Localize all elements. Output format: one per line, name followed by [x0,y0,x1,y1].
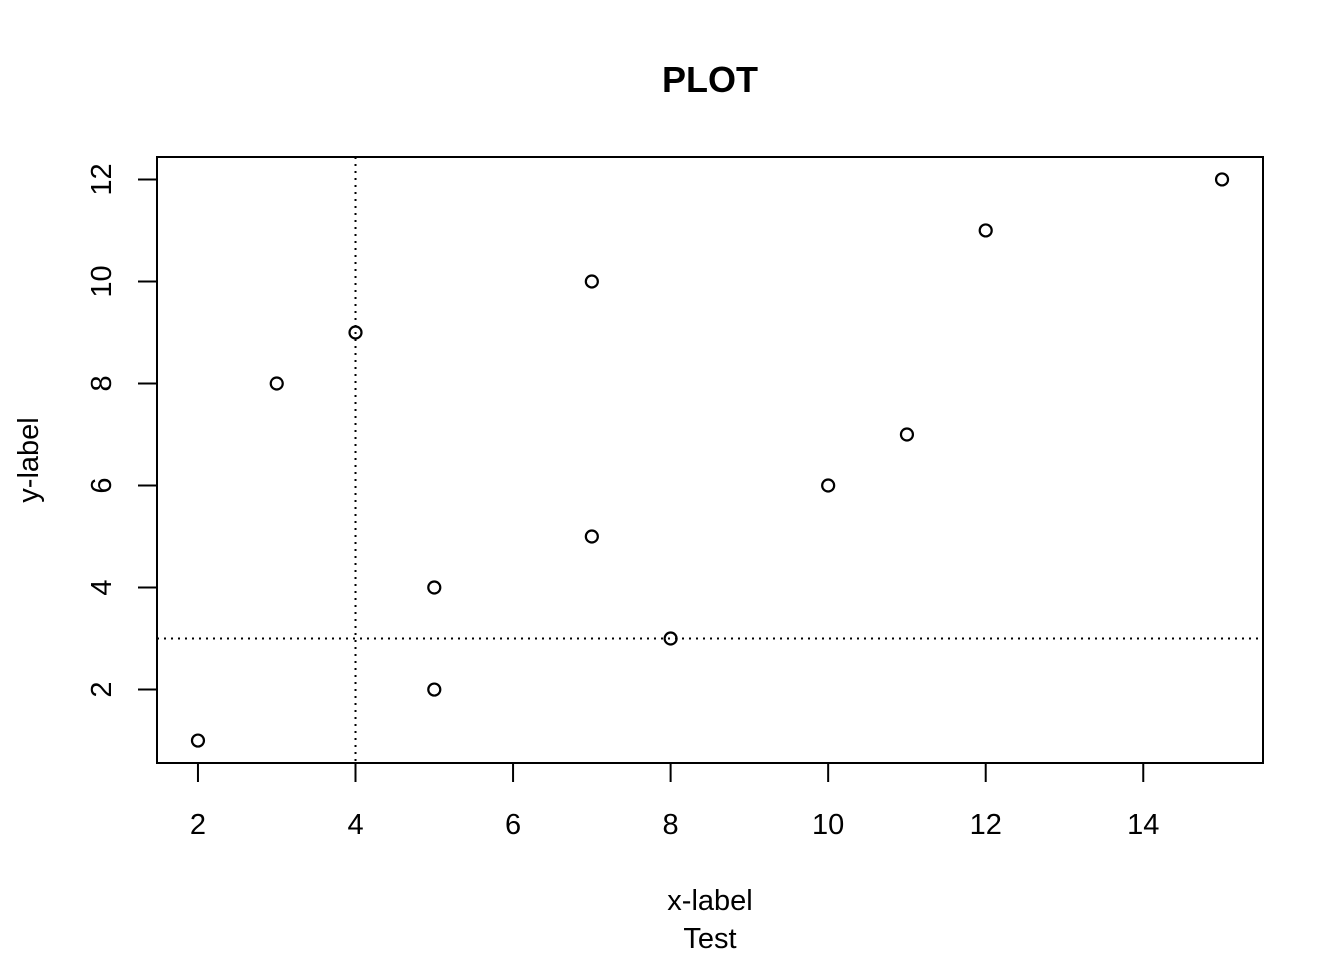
reference-lines [157,157,1263,763]
data-point [269,376,284,391]
data-point [427,580,442,595]
data-point [584,274,599,289]
data-point [899,427,915,442]
data-point [348,325,363,340]
data-point [1214,172,1230,187]
plot-frame [156,156,1264,764]
y-tick-label-5: 12 [86,163,118,195]
x-tick-label-5: 12 [970,809,1002,841]
x-tick-label-1: 4 [347,809,363,841]
data-point [427,682,442,697]
y-axis-label: y-label [13,417,45,502]
y-tick-label-2: 6 [86,477,118,493]
y-tick-label-4: 10 [86,265,118,297]
x-tick-label-3: 8 [663,809,679,841]
chart-title: PLOT [662,59,758,100]
x-tick-label-0: 2 [190,809,206,841]
x-tick-label-2: 6 [505,809,521,841]
y-tick-label-3: 8 [86,375,118,391]
x-axis-subtitle: Test [683,923,736,955]
data-point [821,478,836,493]
data-points [190,172,1230,748]
x-tick-label-4: 10 [812,809,844,841]
x-axis: 2 4 6 8 10 12 14 [190,762,1159,841]
x-axis-label: x-label [667,885,752,917]
y-tick-label-0: 2 [86,681,118,697]
data-point [663,631,678,646]
y-axis: 2 4 6 8 10 12 [86,163,158,698]
y-tick-label-1: 4 [86,579,118,595]
data-point [190,733,206,748]
data-point [584,529,599,544]
data-point [978,223,993,238]
x-tick-label-6: 14 [1127,809,1159,841]
